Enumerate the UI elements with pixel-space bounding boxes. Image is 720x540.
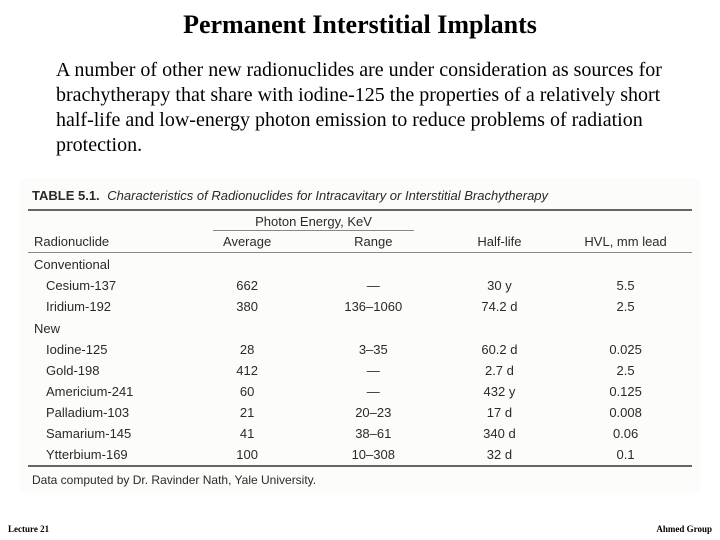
cell-range: —	[307, 275, 440, 296]
col-average: Average	[187, 231, 307, 253]
section-label: Conventional	[28, 253, 692, 276]
table-row: Samarium-1454138–61340 d0.06	[28, 423, 692, 444]
table-section: New	[28, 317, 692, 339]
cell-hvl: 0.125	[559, 381, 692, 402]
cell-name: Iridium-192	[28, 296, 187, 317]
table-row: Americium-24160—432 y0.125	[28, 381, 692, 402]
cell-avg: 41	[187, 423, 307, 444]
cell-range: 20–23	[307, 402, 440, 423]
cell-avg: 380	[187, 296, 307, 317]
table-row: Iridium-192380136–106074.2 d2.5	[28, 296, 692, 317]
cell-hvl: 0.06	[559, 423, 692, 444]
cell-half: 2.7 d	[440, 360, 560, 381]
cell-half: 74.2 d	[440, 296, 560, 317]
cell-half: 60.2 d	[440, 339, 560, 360]
col-halflife: Half-life	[440, 231, 560, 253]
cell-hvl: 0.1	[559, 444, 692, 466]
cell-avg: 21	[187, 402, 307, 423]
section-label: New	[28, 317, 692, 339]
table-caption-label: TABLE 5.1.	[32, 188, 100, 203]
table-caption-text: Characteristics of Radionuclides for Int…	[107, 188, 548, 203]
cell-half: 30 y	[440, 275, 560, 296]
cell-range: 10–308	[307, 444, 440, 466]
cell-name: Americium-241	[28, 381, 187, 402]
cell-name: Gold-198	[28, 360, 187, 381]
col-range: Range	[307, 231, 440, 253]
cell-range: 38–61	[307, 423, 440, 444]
col-group-photon: Photon Energy, KeV	[187, 210, 439, 231]
cell-avg: 60	[187, 381, 307, 402]
footer-left: Lecture 21	[8, 524, 49, 534]
cell-hvl: 2.5	[559, 296, 692, 317]
table-row: Iodine-125283–3560.2 d0.025	[28, 339, 692, 360]
cell-name: Palladium-103	[28, 402, 187, 423]
cell-half: 17 d	[440, 402, 560, 423]
cell-avg: 662	[187, 275, 307, 296]
cell-range: —	[307, 360, 440, 381]
intro-paragraph: A number of other new radionuclides are …	[56, 58, 664, 158]
table-row: Gold-198412—2.7 d2.5	[28, 360, 692, 381]
cell-avg: 412	[187, 360, 307, 381]
table-container: TABLE 5.1. Characteristics of Radionucli…	[20, 178, 700, 493]
cell-hvl: 5.5	[559, 275, 692, 296]
cell-range: 3–35	[307, 339, 440, 360]
cell-hvl: 0.025	[559, 339, 692, 360]
footer-right: Ahmed Group	[656, 524, 712, 534]
cell-half: 340 d	[440, 423, 560, 444]
table-row: Cesium-137662—30 y5.5	[28, 275, 692, 296]
cell-hvl: 0.008	[559, 402, 692, 423]
cell-name: Iodine-125	[28, 339, 187, 360]
cell-range: 136–1060	[307, 296, 440, 317]
cell-avg: 100	[187, 444, 307, 466]
cell-name: Ytterbium-169	[28, 444, 187, 466]
cell-half: 432 y	[440, 381, 560, 402]
table-section: Conventional	[28, 253, 692, 276]
col-hvl: HVL, mm lead	[559, 231, 692, 253]
table-row: Palladium-1032120–2317 d0.008	[28, 402, 692, 423]
radionuclide-table: Photon Energy, KeV Radionuclide Average …	[28, 209, 692, 467]
cell-hvl: 2.5	[559, 360, 692, 381]
cell-range: —	[307, 381, 440, 402]
cell-name: Samarium-145	[28, 423, 187, 444]
page-title: Permanent Interstitial Implants	[20, 10, 700, 40]
table-footnote: Data computed by Dr. Ravinder Nath, Yale…	[28, 467, 692, 489]
cell-name: Cesium-137	[28, 275, 187, 296]
table-caption: TABLE 5.1. Characteristics of Radionucli…	[28, 184, 692, 209]
cell-avg: 28	[187, 339, 307, 360]
cell-half: 32 d	[440, 444, 560, 466]
col-radionuclide: Radionuclide	[28, 231, 187, 253]
table-row: Ytterbium-16910010–30832 d0.1	[28, 444, 692, 466]
